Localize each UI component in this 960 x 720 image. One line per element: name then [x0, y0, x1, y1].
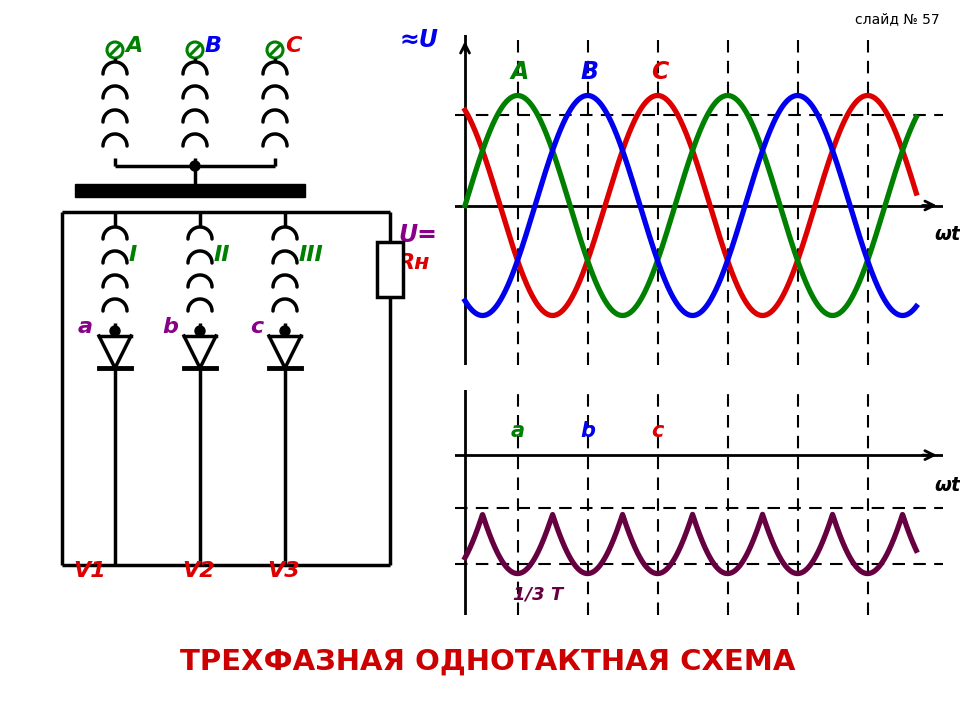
Text: V1: V1	[73, 561, 106, 581]
Text: U=: U=	[398, 223, 437, 247]
Text: I: I	[129, 245, 137, 265]
Text: II: II	[214, 245, 230, 265]
Text: ωt: ωt	[935, 225, 960, 244]
Text: Rн: Rн	[398, 253, 430, 273]
Bar	[75, 184, 305, 197]
Text: ≈U: ≈U	[400, 28, 439, 52]
Text: c: c	[250, 317, 263, 337]
Circle shape	[110, 326, 120, 336]
Text: III: III	[299, 245, 324, 265]
Text: ТРЕХФАЗНАЯ ОДНОТАКТНАЯ СХЕМА: ТРЕХФАЗНАЯ ОДНОТАКТНАЯ СХЕМА	[180, 648, 796, 676]
Circle shape	[195, 326, 205, 336]
Text: a: a	[78, 317, 93, 337]
Text: C: C	[285, 36, 301, 56]
Text: слайд № 57: слайд № 57	[855, 12, 940, 26]
Text: A: A	[511, 60, 529, 84]
Text: V3: V3	[267, 561, 300, 581]
Text: B: B	[581, 60, 599, 84]
Text: B: B	[205, 36, 222, 56]
Circle shape	[280, 326, 290, 336]
Text: ωt: ωt	[935, 477, 960, 495]
Text: A: A	[125, 36, 142, 56]
Text: b: b	[580, 421, 595, 441]
Bar	[377, 242, 403, 297]
Text: c: c	[651, 421, 663, 441]
Text: a: a	[511, 421, 524, 441]
Text: 1/3 T: 1/3 T	[513, 585, 563, 603]
Text: C: C	[651, 60, 668, 84]
Text: b: b	[162, 317, 178, 337]
Text: V2: V2	[182, 561, 215, 581]
Circle shape	[190, 161, 200, 171]
